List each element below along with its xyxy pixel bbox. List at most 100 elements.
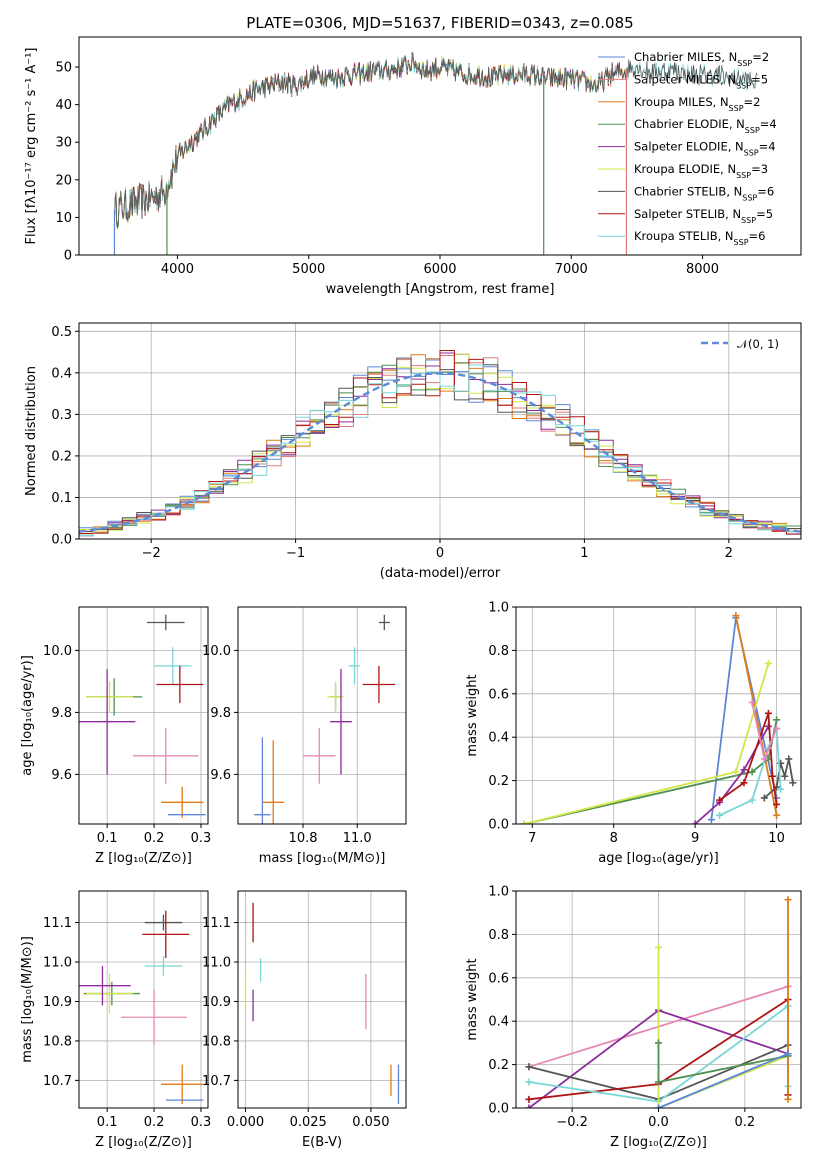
overlay: 0.1 0.2 0.3 10.7 10.8 10.9 11.0 11.1 Z [log₁₀(Z/… [20,890,211,1150]
y-tick-label: 0.4 [51,366,72,381]
y-tick-label: 20 [55,173,72,188]
axes-frame [78,606,209,825]
weight-marker [525,1104,533,1108]
legend-label: Kroupa MILES, NSSP=2 [634,95,760,113]
x-tick-label: 1 [580,546,588,561]
plot-area [244,902,400,1105]
y-tick-label: 0.2 [51,449,72,464]
gaussian-curve [79,372,801,533]
y-tick-label: 11.0 [202,956,231,971]
x-tick-label: −0.2 [556,1115,588,1130]
legend-label: 𝒩(0, 1) [737,337,779,351]
chart-title: PLATE=0306, MJD=51637, FIBERID=0343, z=0… [246,14,633,32]
legend-label: Salpeter STELIB, NSSP=5 [634,207,773,225]
weight-marker [732,612,740,620]
plot-area [113,51,758,255]
errorbar-point [86,973,133,1014]
weight-marker [777,785,785,793]
panel-age-vs-mass: 10.8 11.0 9.6 9.8 10.0 mass [log₁₀(M/M⊙)] [202,606,407,866]
weight-marker [773,725,781,733]
x-tick-label: 2 [725,546,733,561]
overlay: 4000 5000 6000 7000 8000 0 10 20 30 40 50 wavelengt… [24,14,802,297]
errorbar-point [254,737,271,824]
weight-marker [525,1063,533,1071]
y-axis-label: Normed distribution [24,366,39,496]
weight-marker [655,1039,662,1047]
y-axis-label: mass [log₁₀(M/M⊙)] [20,936,35,1063]
weight-marker [707,816,715,824]
errorbar-point [156,665,204,704]
x-tick-label: 0.2 [735,1115,756,1130]
y-tick-label: 10.0 [202,644,231,659]
x-tick-label: 0.1 [97,831,118,846]
x-axis-label: Z [log₁₀(Z/Z⊙)] [610,1135,707,1150]
plot-area [525,896,792,1108]
x-tick-label: 8000 [686,262,719,277]
x-axis-label: (data-model)/error [380,566,501,581]
legend-label: Kroupa ELODIE, NSSP=3 [634,162,768,180]
y-tick-label: 1.0 [488,885,509,900]
y-tick-label: 10 [55,211,72,226]
y-tick-label: 10.8 [202,1034,231,1049]
weight-marker [781,772,789,780]
legend-label: Kroupa STELIB, NSSP=6 [634,229,765,247]
x-tick-label: 11.0 [343,831,372,846]
weight-marker [764,709,772,717]
axes-frame [78,890,209,1109]
x-tick-label: 8 [610,831,618,846]
x-tick-label: 0.3 [191,831,212,846]
y-tick-label: 0.6 [488,687,509,702]
errorbar-point [362,665,396,704]
panel-massweight-vs-Z: −0.2 0.0 0.2 0.0 0.2 0.4 0.6 0.8 1.0 Z [log₁₀(Z/Z… [465,885,802,1150]
errorbar-point [154,647,192,685]
overlay: 7 8 9 10 0.0 0.2 0.4 0.6 0.8 1.0 age [log₁₀(age/yr… [465,601,802,866]
x-tick-label: 0.0 [648,1115,669,1130]
x-tick-label: 7000 [555,262,588,277]
hist-series-8 [79,364,801,539]
x-tick-label: 0.1 [97,1115,118,1130]
y-tick-label: 10.7 [202,1074,231,1089]
weight-series-1 [735,615,778,816]
weight-marker [760,794,768,802]
weight-marker [773,811,781,819]
errorbar-point [147,614,185,631]
y-tick-label: 9.6 [51,768,72,783]
errorbar-point [349,647,360,685]
y-tick-label: 0.4 [488,731,509,746]
y-tick-label: 10.8 [43,1034,72,1049]
errorbar-point [79,965,131,1006]
x-tick-label: 4000 [161,262,194,277]
x-tick-label: 0.2 [144,1115,165,1130]
x-tick-label: −1 [286,546,305,561]
weight-marker [748,768,756,776]
y-tick-label: 10.9 [202,995,231,1010]
y-tick-label: 11.1 [202,916,231,931]
y-tick-label: 10.7 [43,1074,72,1089]
y-tick-label: 9.8 [51,706,72,721]
y-tick-label: 0.5 [51,325,72,340]
x-tick-label: 0.000 [227,1115,264,1130]
x-tick-label: 10 [768,831,785,846]
weight-marker [716,811,724,819]
x-tick-label: 0.050 [352,1115,389,1130]
panel-residual-hist: −2 −1 0 1 2 0.0 0.1 0.2 0.3 0.4 0.5 (data-model)/er… [24,322,802,581]
x-tick-label: 6000 [423,262,456,277]
panel-massweight-vs-age: 7 8 9 10 0.0 0.2 0.4 0.6 0.8 1.0 age [log₁₀(age/yr… [465,601,802,866]
weight-marker [764,659,772,667]
spectrum-series-6 [114,52,758,229]
overlay: 0.000 0.025 0.050 10.7 10.8 10.9 11.0 11.1 E(B-V… [202,890,407,1150]
legend-label: Salpeter MILES, NSSP=5 [634,72,768,90]
overlay: −0.2 0.0 0.2 0.0 0.2 0.4 0.6 0.8 1.0 Z [log₁₀(Z/Z… [465,885,802,1150]
errorbar-point [86,681,133,713]
weight-marker [769,772,776,780]
weight-series-4 [523,663,770,824]
y-tick-label: 11.0 [43,956,72,971]
x-tick-label: −2 [142,546,161,561]
y-axis-label: mass weight [465,674,480,756]
weight-marker [525,1078,533,1086]
y-tick-label: 1.0 [488,601,509,616]
x-axis-label: wavelength [Angstrom, rest frame] [326,282,555,297]
y-axis-label: mass weight [465,958,480,1040]
errorbar-point [161,1064,204,1105]
